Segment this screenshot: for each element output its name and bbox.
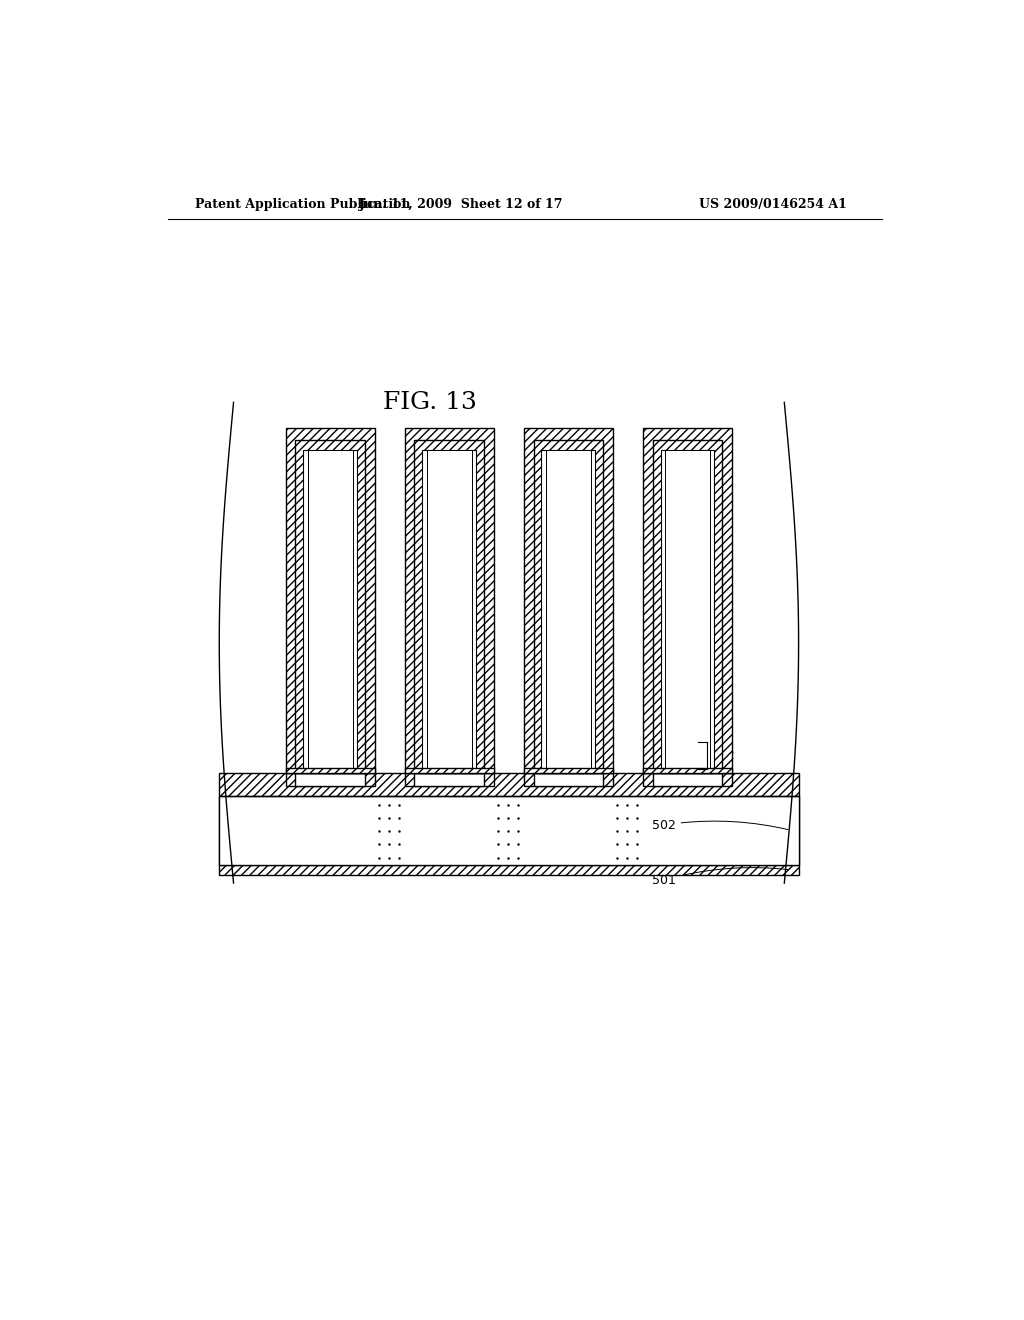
- Bar: [666, 450, 710, 774]
- Bar: [643, 428, 732, 774]
- Bar: [286, 768, 375, 774]
- Bar: [643, 796, 732, 865]
- Text: Patent Application Publication: Patent Application Publication: [196, 198, 411, 211]
- Bar: [524, 796, 613, 865]
- Bar: [643, 768, 732, 774]
- Bar: [296, 774, 366, 785]
- Bar: [423, 450, 476, 774]
- Bar: [415, 774, 484, 785]
- Bar: [534, 440, 603, 774]
- Bar: [415, 440, 484, 774]
- Bar: [524, 768, 613, 774]
- Bar: [308, 450, 352, 774]
- Text: 503: 503: [652, 777, 729, 791]
- Bar: [404, 428, 494, 774]
- Bar: [404, 774, 494, 785]
- Bar: [219, 796, 286, 865]
- Bar: [219, 796, 799, 865]
- Bar: [286, 796, 375, 865]
- Bar: [732, 796, 799, 865]
- Bar: [613, 796, 643, 865]
- Bar: [643, 774, 732, 785]
- Bar: [534, 774, 603, 785]
- Bar: [546, 450, 591, 774]
- Text: 512a: 512a: [648, 738, 726, 763]
- Text: 501: 501: [652, 867, 787, 887]
- Text: 515: 515: [652, 503, 725, 523]
- Bar: [652, 774, 722, 785]
- Bar: [219, 865, 799, 875]
- Bar: [375, 796, 404, 865]
- Bar: [404, 796, 494, 865]
- Bar: [286, 774, 375, 785]
- Bar: [494, 796, 524, 865]
- Text: 514: 514: [652, 556, 716, 572]
- Bar: [660, 450, 715, 774]
- Text: US 2009/0146254 A1: US 2009/0146254 A1: [699, 198, 847, 211]
- Bar: [542, 450, 595, 774]
- Text: 502: 502: [652, 818, 787, 832]
- Bar: [219, 796, 799, 865]
- Bar: [524, 428, 613, 774]
- Text: 512: 512: [712, 750, 735, 762]
- Bar: [286, 428, 375, 774]
- Bar: [427, 450, 472, 774]
- Text: Jun. 11, 2009  Sheet 12 of 17: Jun. 11, 2009 Sheet 12 of 17: [359, 198, 563, 211]
- Bar: [219, 796, 286, 865]
- Text: FIG. 13: FIG. 13: [383, 391, 476, 414]
- Bar: [219, 774, 799, 796]
- Bar: [652, 440, 722, 774]
- Bar: [296, 440, 366, 774]
- Text: 512b: 512b: [648, 756, 725, 770]
- Bar: [303, 450, 357, 774]
- Bar: [404, 768, 494, 774]
- Bar: [524, 774, 613, 785]
